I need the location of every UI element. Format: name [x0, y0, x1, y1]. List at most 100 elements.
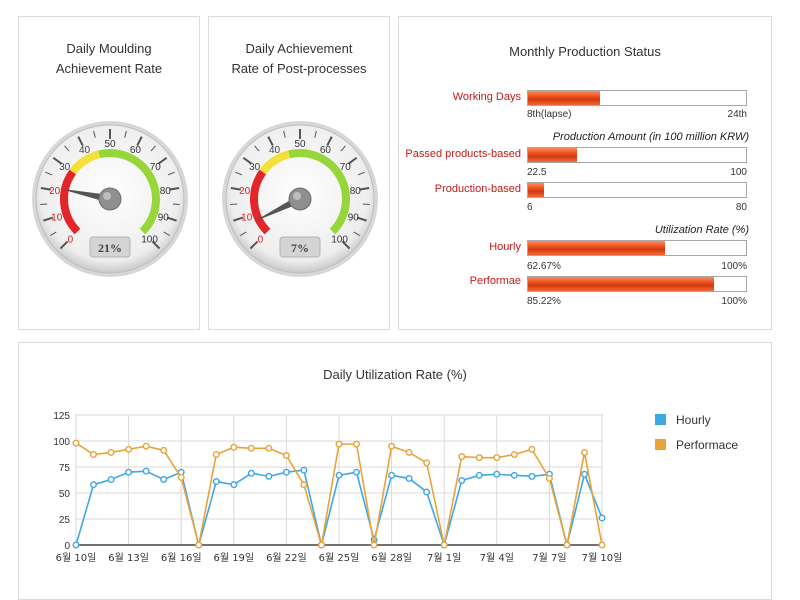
legend-hourly-label: Hourly: [676, 413, 711, 427]
gauge-tick: [136, 136, 143, 146]
data-point-performace: [230, 443, 238, 451]
gauge-tick-label: 90: [158, 212, 170, 223]
x-tick-label: 7월 1일: [427, 552, 461, 564]
data-point-performace: [195, 541, 203, 549]
production-label: Production-based: [434, 183, 521, 195]
gauge-tick-label: 50: [104, 139, 116, 150]
legend-performace[interactable]: Performace: [655, 438, 738, 452]
gauge-band-red: [60, 169, 81, 235]
gauge-tick: [283, 130, 286, 138]
gauge-tick: [40, 187, 51, 191]
gauge-hub-shine: [103, 192, 111, 200]
monthly-title: Monthly Production Status: [509, 44, 661, 59]
data-point-performace: [528, 445, 536, 453]
gauge-tick: [40, 203, 48, 205]
hourly-max: 100%: [721, 261, 747, 272]
data-point-performace: [510, 451, 518, 459]
gauge-tick: [93, 130, 96, 138]
gauge-title-line2: Rate of Post-processes: [231, 61, 367, 76]
gauge-band-red: [250, 169, 271, 235]
performae-min: 85.22%: [527, 296, 561, 307]
x-tick-label: 6월 16일: [161, 552, 202, 564]
data-point-hourly: [265, 472, 273, 480]
data-point-performace: [458, 453, 466, 461]
gauge-tick: [124, 130, 127, 138]
gauge-value-label: 21%: [98, 241, 122, 255]
gauge-tick: [358, 171, 365, 176]
gauge-tick-label: 80: [160, 186, 172, 197]
utilization-header: Utilization Rate (%): [654, 224, 749, 236]
gauge-band-green: [288, 149, 350, 235]
legend-hourly[interactable]: Hourly: [655, 413, 711, 427]
data-point-hourly: [160, 475, 168, 483]
data-point-performace: [282, 452, 290, 460]
monthly-production-panel: Monthly Production Status Working Days 8…: [398, 16, 772, 330]
data-point-hourly: [423, 488, 431, 496]
gauge-tick: [362, 203, 370, 205]
gauge-title: Daily Moulding Achievement Rate: [19, 39, 199, 79]
data-point-hourly: [510, 471, 518, 479]
performae-bar: [527, 276, 747, 292]
passed-min: 22.5: [527, 167, 547, 178]
gauge-tick: [254, 145, 260, 152]
gauge-tick: [43, 216, 54, 222]
gauge-tick-label: 50: [294, 139, 306, 150]
performae-label: Performae: [469, 275, 521, 287]
gauge-tick: [45, 171, 52, 176]
data-point-hourly: [458, 477, 466, 485]
data-point-performace: [580, 448, 588, 456]
gauge-tick-label: 100: [141, 235, 158, 246]
gauge-tick-label: 40: [269, 145, 281, 156]
data-point-hourly: [230, 481, 238, 489]
gauge-tick: [163, 231, 170, 237]
gauge-tick-label: 0: [258, 235, 264, 246]
gauge-tick: [341, 240, 351, 250]
gauge-tick: [50, 231, 57, 237]
gauge-value-box: [89, 236, 131, 258]
hourly-fill: [528, 241, 665, 255]
hourly-min: 62.67%: [527, 261, 561, 272]
gauge-tick: [77, 136, 84, 146]
production-fill: [528, 183, 545, 197]
data-point-hourly: [528, 472, 536, 480]
chart-title: Daily Utilization Rate (%): [323, 367, 467, 382]
gauge-tick: [169, 187, 180, 191]
gauge-hub: [98, 187, 122, 211]
postprocess-gauge-panel: Daily Achievement Rate of Post-processes…: [208, 16, 390, 330]
data-point-hourly: [212, 478, 220, 486]
production-bar: [527, 182, 747, 198]
hourly-bar: [527, 240, 747, 256]
data-point-performace: [388, 442, 396, 450]
data-point-hourly: [90, 481, 98, 489]
data-point-hourly: [598, 514, 606, 522]
data-point-performace: [160, 446, 168, 454]
data-point-performace: [177, 473, 185, 481]
daily-utilization-panel: Daily Utilization Rate (%) 0 25 50 75 100 125…: [18, 342, 772, 600]
data-point-hourly: [335, 471, 343, 479]
data-point-performace: [493, 454, 501, 462]
gauge-tick: [230, 187, 241, 191]
gauge-tick-label: 20: [49, 186, 61, 197]
gauge-tick-label: 10: [241, 212, 253, 223]
data-point-performace: [142, 442, 150, 450]
data-point-performace: [107, 448, 115, 456]
data-point-performace: [353, 440, 361, 448]
data-point-performace: [300, 481, 308, 489]
data-point-hourly: [405, 474, 413, 482]
data-point-performace: [247, 444, 255, 452]
gauge-tick: [233, 216, 244, 222]
data-point-performace: [598, 541, 606, 549]
gauge-title: Daily Achievement Rate of Post-processes: [209, 39, 389, 79]
gauge-title-line2: Achievement Rate: [55, 61, 163, 76]
gauge-tick-label: 30: [59, 162, 71, 173]
postprocess-gauge-dial: 0 10 20 30 40 50 60 70 80 90 100 7%: [222, 121, 378, 277]
y-tick-label: 100: [53, 437, 70, 448]
data-point-performace: [317, 541, 325, 549]
gauge-tick-label: 70: [150, 162, 162, 173]
gauge-tick: [353, 231, 360, 237]
performae-max: 100%: [721, 296, 747, 307]
gauge-tick: [356, 216, 367, 222]
x-tick-label: 7월 4일: [480, 552, 514, 564]
data-point-performace: [423, 459, 431, 467]
data-point-hourly: [72, 541, 80, 549]
